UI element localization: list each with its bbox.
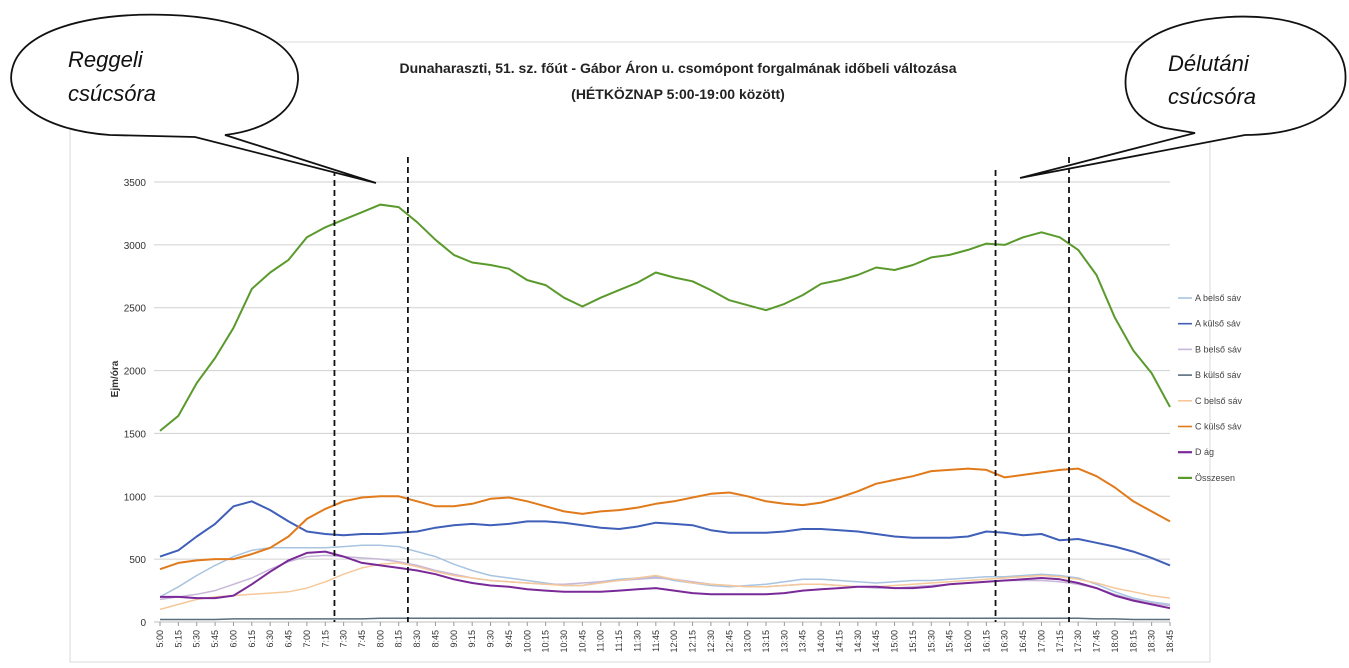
peak-hour-dashed-lines bbox=[333, 157, 1070, 622]
x-tick-label: 14:15 bbox=[834, 630, 844, 653]
callout-morning-bubble bbox=[10, 13, 377, 184]
y-tick-label: 0 bbox=[140, 618, 146, 629]
series-line-4 bbox=[159, 562, 1171, 611]
x-tick-label: 9:30 bbox=[486, 630, 496, 648]
x-tick-label: 15:30 bbox=[926, 630, 936, 653]
x-tick-label: 18:15 bbox=[1128, 630, 1138, 653]
series-lines bbox=[159, 203, 1171, 621]
legend-label: A belső sáv bbox=[1195, 293, 1242, 303]
x-tick-label: 14:00 bbox=[816, 630, 826, 653]
legend-label: Összesen bbox=[1195, 473, 1235, 483]
series-line-0 bbox=[159, 544, 1171, 606]
x-tick-label: 17:00 bbox=[1036, 630, 1046, 653]
callout-morning-line1: Reggeli bbox=[68, 47, 144, 72]
y-axis-ticks: 0 500 1000 1500 2000 2500 3000 3500 bbox=[124, 178, 147, 629]
x-tick-label: 15:00 bbox=[890, 630, 900, 653]
x-tick-label: 17:45 bbox=[1092, 630, 1102, 653]
x-tick-label: 7:00 bbox=[302, 630, 312, 648]
x-tick-label: 7:15 bbox=[320, 630, 330, 648]
x-tick-label: 10:15 bbox=[541, 630, 551, 653]
series-line-1 bbox=[159, 500, 1171, 567]
x-tick-label: 5:30 bbox=[192, 630, 202, 648]
y-tick-label: 1000 bbox=[124, 492, 147, 503]
x-tick-label: 8:45 bbox=[430, 630, 440, 648]
y-tick-label: 1500 bbox=[124, 429, 147, 440]
series-line-5 bbox=[159, 467, 1171, 571]
x-tick-label: 13:30 bbox=[779, 630, 789, 653]
series-line-6 bbox=[160, 550, 1171, 610]
legend: A belső sáv A külső sáv B belső sáv B külső… bbox=[1178, 293, 1243, 483]
x-tick-label: 5:45 bbox=[210, 630, 220, 648]
x-tick-label: 15:15 bbox=[908, 630, 918, 653]
callout-afternoon-peak: Délutáni csúcsóra bbox=[1019, 15, 1347, 179]
y-axis-label: Ejm/óra bbox=[110, 360, 121, 397]
series-line-7 bbox=[159, 203, 1171, 432]
y-tick-label: 3000 bbox=[124, 241, 147, 252]
x-tick-label: 12:15 bbox=[688, 630, 698, 653]
callout-morning-peak: Reggeli csúcsóra bbox=[10, 13, 377, 184]
callout-afternoon-line1: Délutáni bbox=[1168, 51, 1250, 76]
x-tick-label: 8:15 bbox=[394, 630, 404, 648]
y-tick-label: 3500 bbox=[124, 178, 147, 189]
x-tick-label: 13:00 bbox=[743, 630, 753, 653]
x-tick-label: 16:30 bbox=[1000, 630, 1010, 653]
chart-title-line2: (HÉTKÖZNAP 5:00-19:00 között) bbox=[571, 86, 785, 102]
x-tick-label: 6:45 bbox=[284, 630, 294, 648]
x-tick-label: 7:45 bbox=[357, 630, 367, 648]
x-tick-label: 10:00 bbox=[522, 630, 532, 653]
y-tick-label: 2500 bbox=[124, 304, 147, 315]
x-axis-ticks: 5:00 5:15 5:30 5:45 6:00 6:15 6:30 6:45 7:00 7:15… bbox=[155, 622, 1175, 653]
y-tick-label: 500 bbox=[129, 555, 146, 566]
legend-label: B külső sáv bbox=[1195, 370, 1242, 380]
x-tick-label: 12:45 bbox=[724, 630, 734, 653]
x-tick-label: 12:00 bbox=[669, 630, 679, 653]
legend-label: C belső sáv bbox=[1195, 396, 1243, 406]
legend-label: A külső sáv bbox=[1195, 319, 1241, 329]
x-tick-label: 6:30 bbox=[265, 630, 275, 648]
x-tick-label: 15:45 bbox=[945, 630, 955, 653]
x-tick-label: 17:15 bbox=[1055, 630, 1065, 653]
x-tick-label: 6:15 bbox=[247, 630, 257, 648]
gridlines bbox=[154, 181, 1170, 623]
x-tick-label: 8:00 bbox=[375, 630, 385, 648]
x-tick-label: 10:45 bbox=[577, 630, 587, 653]
x-tick-label: 7:30 bbox=[339, 630, 349, 648]
x-tick-label: 18:45 bbox=[1165, 630, 1175, 653]
legend-label: C külső sáv bbox=[1195, 422, 1242, 432]
callout-afternoon-line2: csúcsóra bbox=[1168, 84, 1256, 109]
legend-label: B belső sáv bbox=[1195, 344, 1242, 354]
series-line-3 bbox=[160, 617, 1170, 621]
x-tick-label: 5:15 bbox=[173, 630, 183, 648]
x-tick-label: 16:00 bbox=[963, 630, 973, 653]
x-tick-label: 14:45 bbox=[871, 630, 881, 653]
y-tick-label: 2000 bbox=[124, 367, 147, 378]
x-tick-label: 13:15 bbox=[761, 630, 771, 653]
x-tick-label: 16:45 bbox=[1018, 630, 1028, 653]
chart-title-line1: Dunaharaszti, 51. sz. főút - Gábor Áron … bbox=[400, 60, 957, 76]
chart-frame bbox=[69, 41, 1211, 663]
x-tick-label: 17:30 bbox=[1073, 630, 1083, 653]
x-tick-label: 12:30 bbox=[706, 630, 716, 653]
x-tick-label: 16:15 bbox=[981, 630, 991, 653]
callout-afternoon-bubble bbox=[1019, 15, 1347, 179]
x-tick-label: 8:30 bbox=[412, 630, 422, 648]
x-tick-label: 6:00 bbox=[228, 630, 238, 648]
legend-label: D ág bbox=[1195, 447, 1214, 457]
x-tick-label: 9:00 bbox=[449, 630, 459, 648]
x-tick-label: 14:30 bbox=[853, 630, 863, 653]
x-tick-label: 9:45 bbox=[504, 630, 514, 648]
x-tick-label: 18:00 bbox=[1110, 630, 1120, 653]
x-tick-label: 11:15 bbox=[614, 630, 624, 652]
x-tick-label: 11:30 bbox=[632, 630, 642, 652]
x-tick-label: 18:30 bbox=[1147, 630, 1157, 653]
x-tick-label: 11:00 bbox=[596, 630, 606, 652]
x-tick-label: 5:00 bbox=[155, 630, 165, 648]
callout-morning-line2: csúcsóra bbox=[68, 81, 156, 106]
x-tick-label: 11:45 bbox=[651, 630, 661, 652]
x-tick-label: 9:15 bbox=[467, 630, 477, 648]
x-tick-label: 13:45 bbox=[798, 630, 808, 653]
x-tick-label: 10:30 bbox=[559, 630, 569, 653]
